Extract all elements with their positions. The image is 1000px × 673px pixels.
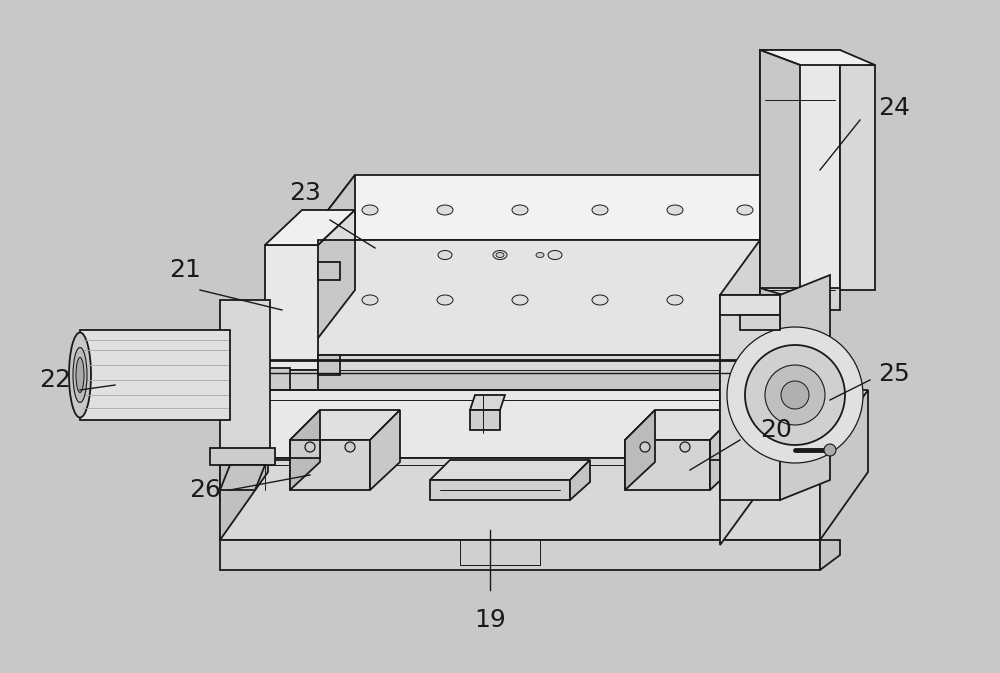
Ellipse shape [437,205,453,215]
Circle shape [765,365,825,425]
Polygon shape [470,395,505,410]
Text: 24: 24 [878,96,910,120]
Text: 19: 19 [474,608,506,632]
Circle shape [305,442,315,452]
Polygon shape [220,465,265,490]
Polygon shape [290,440,370,490]
Ellipse shape [737,295,753,305]
Polygon shape [220,458,820,540]
Polygon shape [780,275,830,500]
Polygon shape [570,460,590,500]
Ellipse shape [512,295,528,305]
Polygon shape [305,355,780,370]
Ellipse shape [69,332,91,417]
Polygon shape [625,440,710,490]
Polygon shape [430,480,570,500]
Polygon shape [720,295,780,500]
Circle shape [680,442,690,452]
Polygon shape [318,355,340,375]
Polygon shape [318,210,355,245]
Ellipse shape [438,250,452,260]
Polygon shape [370,410,400,490]
Polygon shape [720,240,760,545]
Ellipse shape [362,205,378,215]
Text: 20: 20 [760,418,792,442]
Ellipse shape [592,295,608,305]
Polygon shape [305,175,355,355]
Ellipse shape [496,252,504,258]
Polygon shape [710,410,740,490]
Polygon shape [760,50,800,290]
Polygon shape [318,262,340,280]
Polygon shape [820,540,840,570]
Text: 23: 23 [289,181,321,205]
Polygon shape [740,315,780,330]
Polygon shape [255,368,290,390]
Circle shape [824,444,836,456]
Ellipse shape [667,205,683,215]
Polygon shape [760,50,840,290]
Text: 22: 22 [39,368,71,392]
Polygon shape [80,330,230,420]
Ellipse shape [493,250,507,260]
Circle shape [640,442,650,452]
Polygon shape [220,390,868,458]
Circle shape [345,442,355,452]
Polygon shape [625,410,740,440]
Polygon shape [210,448,275,465]
Ellipse shape [512,205,528,215]
Polygon shape [430,460,590,480]
Polygon shape [820,390,868,540]
Polygon shape [625,410,655,490]
Text: 26: 26 [189,478,221,502]
Ellipse shape [737,205,753,215]
Polygon shape [760,50,875,65]
Polygon shape [760,288,800,310]
Text: 25: 25 [878,362,910,386]
Polygon shape [840,65,875,290]
Polygon shape [760,210,800,490]
Polygon shape [265,245,318,370]
Polygon shape [265,370,318,390]
Polygon shape [290,410,400,440]
Polygon shape [470,410,500,430]
Polygon shape [290,440,320,458]
Polygon shape [760,288,840,310]
Polygon shape [305,175,830,240]
Polygon shape [720,460,760,480]
Polygon shape [220,300,270,450]
Polygon shape [290,410,320,490]
Ellipse shape [667,295,683,305]
Ellipse shape [73,347,87,402]
Polygon shape [265,210,355,245]
Circle shape [781,381,809,409]
Circle shape [727,327,863,463]
Ellipse shape [219,332,241,417]
Ellipse shape [76,357,84,392]
Polygon shape [220,390,268,540]
Text: 21: 21 [169,258,201,282]
Polygon shape [305,240,780,355]
Polygon shape [760,455,790,480]
Ellipse shape [548,250,562,260]
Circle shape [745,345,845,445]
Ellipse shape [362,295,378,305]
Polygon shape [780,175,830,355]
Ellipse shape [592,205,608,215]
Polygon shape [720,295,780,315]
Ellipse shape [536,252,544,258]
Polygon shape [220,540,820,570]
Ellipse shape [437,295,453,305]
